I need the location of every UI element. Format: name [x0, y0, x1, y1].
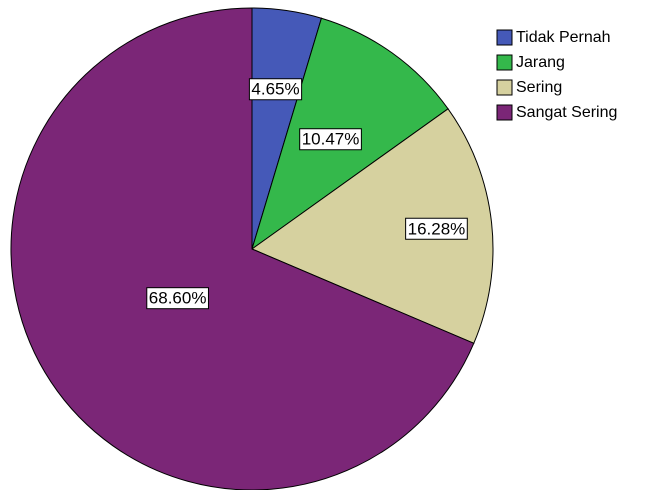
legend-label: Sering — [516, 79, 562, 96]
data-label-sering: 16.28% — [405, 217, 468, 240]
legend-item-sangat-sering: Sangat Sering — [496, 104, 617, 121]
data-label-sangat-sering: 68.60% — [146, 287, 209, 310]
data-label-text: 68.60% — [149, 289, 207, 308]
data-label-box — [248, 78, 303, 101]
legend: Tidak Pernah Jarang Sering Sangat Sering — [496, 29, 617, 121]
legend-item-sering: Sering — [496, 79, 562, 96]
data-label-text: 10.47% — [302, 130, 360, 149]
data-label-text: 4.65% — [251, 80, 299, 99]
legend-swatch — [496, 104, 513, 121]
pie-data-labels: 4.65% 10.47% 16.28% 68.60% — [146, 78, 468, 310]
data-label-text: 16.28% — [408, 219, 466, 238]
legend-swatch — [496, 79, 513, 96]
legend-label: Tidak Pernah — [516, 29, 611, 46]
legend-label: Jarang — [516, 54, 565, 71]
legend-item-tidak-pernah: Tidak Pernah — [496, 29, 611, 46]
legend-swatch — [496, 54, 513, 71]
pie-slice-sering — [250, 108, 494, 344]
pie-slice-sangat-sering — [10, 7, 475, 490]
legend-swatch — [496, 29, 513, 46]
data-label-box — [146, 287, 209, 310]
data-label-box — [299, 128, 362, 151]
data-label-jarang: 10.47% — [299, 128, 362, 151]
data-label-tidak-pernah: 4.65% — [248, 78, 303, 101]
legend-item-jarang: Jarang — [496, 54, 565, 71]
legend-label: Sangat Sering — [516, 104, 617, 121]
data-label-box — [405, 217, 468, 240]
